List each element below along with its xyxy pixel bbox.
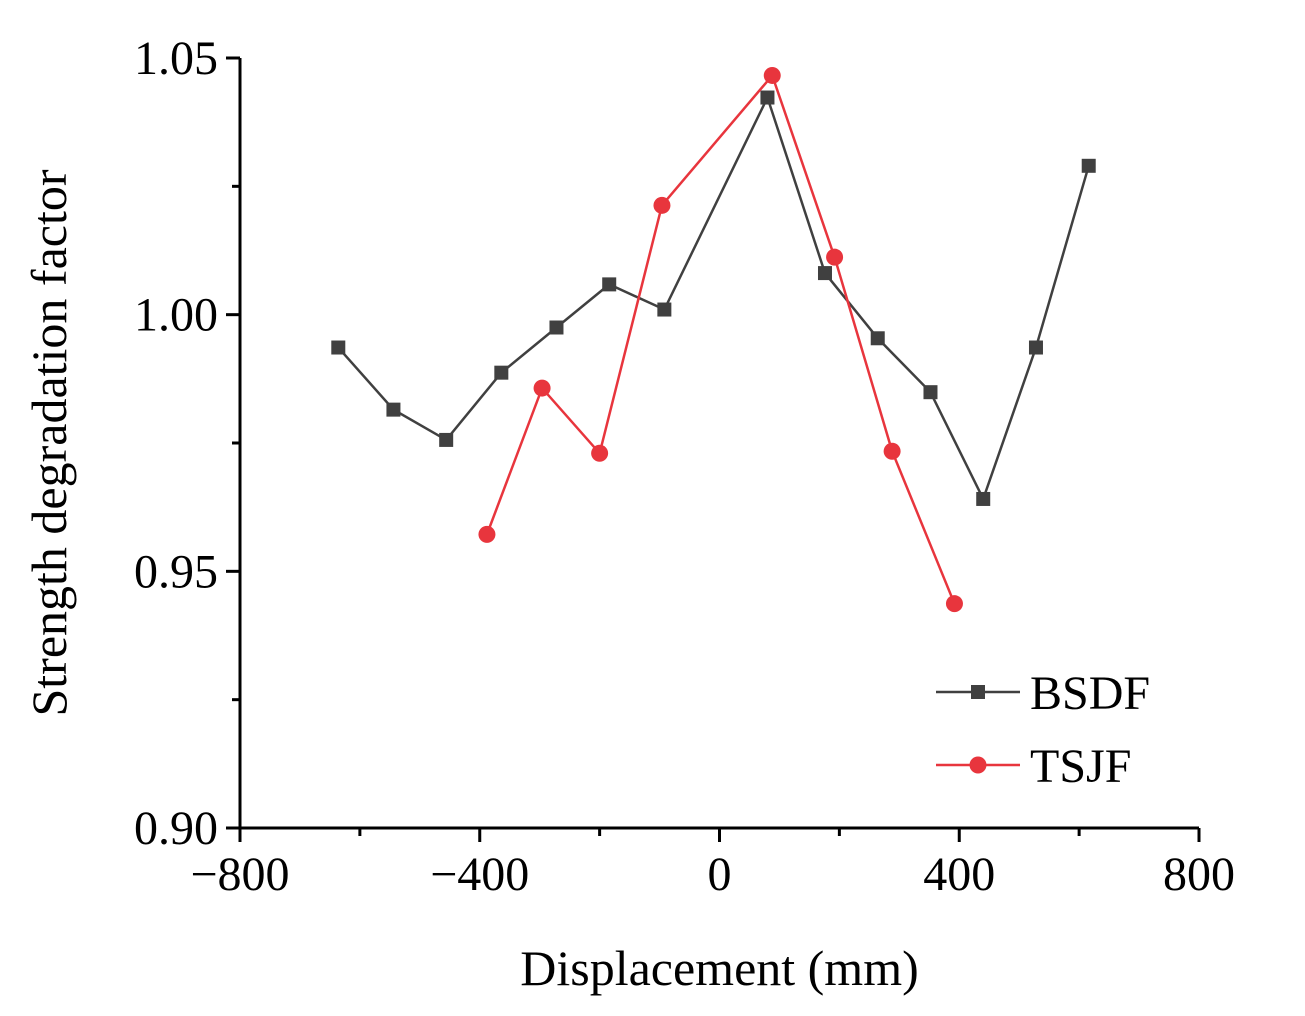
bsdf-point: [1028, 340, 1043, 355]
series-bsdf: [331, 90, 1096, 506]
y-tick-label: 0.95: [134, 545, 218, 598]
bsdf-point: [549, 320, 564, 335]
x-axis-title: Displacement (mm): [520, 940, 919, 996]
tsjf-point: [826, 248, 844, 266]
x-tick-label: 800: [1163, 848, 1235, 901]
bsdf-point: [760, 90, 775, 105]
tsjf-point: [763, 66, 781, 84]
y-tick-label: 1.05: [134, 32, 218, 85]
x-tick-label: 0: [708, 848, 732, 901]
tsjf-line: [485, 72, 956, 605]
bsdf-point: [976, 491, 991, 506]
bsdf-line: [337, 94, 1090, 503]
x-tick-label: −400: [430, 848, 529, 901]
series-layer: [331, 66, 1096, 613]
bsdf-point: [1081, 158, 1096, 173]
ticks: −800 −400 0 400 800 0.90 0.95 1.00 1.05: [134, 32, 1235, 901]
legend-swatch-marker: [969, 756, 987, 774]
legend-item-tsjf: TSJF: [936, 740, 1131, 793]
x-tick-label: 400: [923, 848, 995, 901]
tsjf-point: [533, 379, 551, 397]
bsdf-point: [386, 402, 401, 417]
bsdf-point: [439, 432, 454, 447]
bsdf-point: [602, 277, 617, 292]
bsdf-point: [657, 302, 672, 317]
legend-label: TSJF: [1030, 740, 1131, 793]
legend-item-bsdf: BSDF: [936, 667, 1150, 720]
bsdf-point: [870, 331, 885, 346]
legend-label: BSDF: [1030, 667, 1150, 720]
tsjf-point: [591, 444, 609, 462]
tsjf-point: [883, 442, 901, 460]
tsjf-point: [478, 525, 496, 543]
bsdf-point: [923, 385, 938, 400]
legend-swatch-marker: [971, 685, 985, 699]
y-tick-label: 1.00: [134, 289, 218, 342]
tsjf-point: [653, 196, 671, 214]
tsjf-point: [945, 595, 963, 613]
y-tick-label: 0.90: [134, 802, 218, 855]
series-tsjf: [478, 66, 963, 613]
bsdf-point: [331, 340, 346, 355]
bsdf-point: [494, 365, 509, 380]
legend: BSDF TSJF: [936, 667, 1150, 793]
y-axis-title: Strength degradation factor: [21, 169, 77, 716]
x-tick-label: −800: [190, 848, 289, 901]
bsdf-point: [817, 266, 832, 281]
